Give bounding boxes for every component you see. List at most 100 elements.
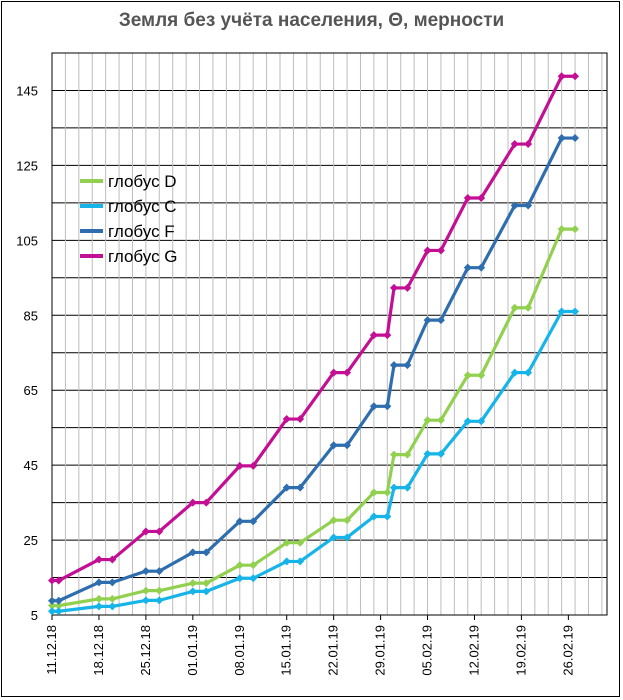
data-point xyxy=(383,512,392,521)
x-tick-label: 26.02.19 xyxy=(560,625,575,676)
data-point xyxy=(141,596,150,605)
legend-label: глобус C xyxy=(108,197,177,216)
y-tick-label: 105 xyxy=(16,233,38,248)
data-point xyxy=(249,517,258,526)
x-tick-label: 12.02.19 xyxy=(466,625,481,676)
y-tick-label: 25 xyxy=(24,533,38,548)
data-point xyxy=(390,283,399,292)
data-point xyxy=(463,417,472,426)
data-point xyxy=(54,576,63,585)
data-point xyxy=(249,461,258,470)
y-tick-label: 85 xyxy=(24,308,38,323)
x-tick-label: 18.12.18 xyxy=(91,625,106,676)
data-point xyxy=(557,225,566,234)
data-point xyxy=(48,601,56,610)
data-point xyxy=(524,303,533,312)
data-point xyxy=(108,594,117,603)
data-point xyxy=(510,201,519,210)
data-point xyxy=(155,567,164,576)
x-tick-label: 08.01.19 xyxy=(232,625,247,676)
chart-title: Земля без учёта населения, Θ, мерности xyxy=(118,10,505,31)
data-point xyxy=(94,602,103,611)
data-point xyxy=(202,548,211,557)
data-point xyxy=(54,601,63,610)
data-point xyxy=(524,201,533,210)
data-point xyxy=(369,488,378,497)
data-point xyxy=(94,555,103,564)
legend-label: глобус F xyxy=(108,222,175,241)
data-point xyxy=(383,331,392,340)
data-point xyxy=(48,596,56,605)
y-tick-label: 5 xyxy=(31,608,38,623)
data-point xyxy=(557,307,566,316)
data-point xyxy=(383,488,392,497)
data-point xyxy=(188,587,197,596)
data-point xyxy=(188,579,197,588)
x-tick-label: 05.02.19 xyxy=(420,625,435,676)
data-point xyxy=(282,538,291,547)
data-point xyxy=(282,557,291,566)
data-point xyxy=(436,316,445,325)
x-tick-label: 15.01.19 xyxy=(279,625,294,676)
data-point xyxy=(94,594,103,603)
data-point xyxy=(423,416,432,425)
data-point xyxy=(141,527,150,536)
data-point xyxy=(557,72,566,81)
data-point xyxy=(510,140,519,149)
data-point xyxy=(463,263,472,272)
data-point xyxy=(390,483,399,492)
data-point xyxy=(510,303,519,312)
data-point xyxy=(369,512,378,521)
data-point xyxy=(202,579,211,588)
data-point xyxy=(423,449,432,458)
data-point xyxy=(235,461,244,470)
data-point xyxy=(369,402,378,411)
data-point xyxy=(463,371,472,380)
data-point xyxy=(329,368,338,377)
data-point xyxy=(343,533,352,542)
data-point xyxy=(477,417,486,426)
plot-area xyxy=(51,52,608,616)
data-point xyxy=(235,561,244,570)
data-point xyxy=(524,368,533,377)
data-point xyxy=(141,586,150,595)
data-point xyxy=(423,316,432,325)
data-point xyxy=(477,263,486,272)
data-point xyxy=(477,193,486,202)
data-point xyxy=(510,368,519,377)
data-point xyxy=(436,416,445,425)
data-point xyxy=(249,561,258,570)
data-point xyxy=(403,450,412,459)
data-point xyxy=(202,498,211,507)
data-point xyxy=(249,574,258,583)
data-point xyxy=(403,361,412,370)
y-tick-label: 65 xyxy=(24,383,38,398)
x-tick-label: 19.02.19 xyxy=(513,625,528,676)
data-point xyxy=(436,449,445,458)
data-point xyxy=(329,441,338,450)
data-point xyxy=(436,246,445,255)
data-point xyxy=(282,415,291,424)
data-point xyxy=(383,402,392,411)
data-point xyxy=(463,193,472,202)
data-point xyxy=(296,538,305,547)
data-point xyxy=(403,283,412,292)
series-line xyxy=(52,74,576,583)
data-point xyxy=(202,587,211,596)
data-point xyxy=(390,361,399,370)
y-tick-label: 125 xyxy=(16,158,38,173)
x-tick-label: 29.01.19 xyxy=(373,625,388,676)
data-point xyxy=(296,415,305,424)
data-point xyxy=(343,441,352,450)
data-point xyxy=(343,368,352,377)
x-tick-label: 25.12.18 xyxy=(138,625,153,676)
data-point xyxy=(524,140,533,149)
data-point xyxy=(235,517,244,526)
data-point xyxy=(54,607,63,616)
data-point xyxy=(48,576,56,585)
data-point xyxy=(571,72,580,81)
data-point xyxy=(329,533,338,542)
data-point xyxy=(571,134,580,143)
